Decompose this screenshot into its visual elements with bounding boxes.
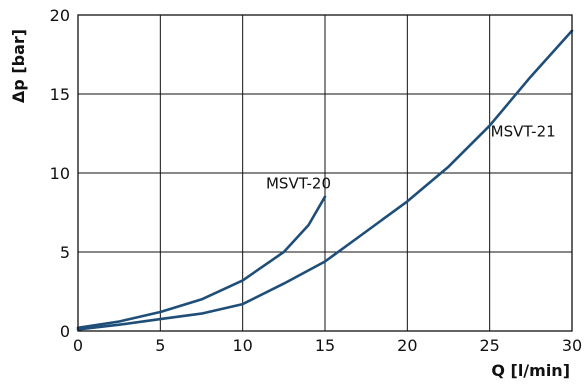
y-tick-label: 15 bbox=[50, 85, 70, 104]
y-tick-label: 5 bbox=[60, 243, 70, 262]
x-tick-label: 15 bbox=[315, 336, 335, 355]
series-line bbox=[76, 195, 327, 330]
x-tick-labels: 0 5 10 15 20 25 30 bbox=[73, 336, 582, 355]
x-tick-label: 0 bbox=[73, 336, 83, 355]
series-lines bbox=[76, 29, 574, 331]
y-tick-label: 20 bbox=[50, 6, 70, 25]
y-tick-label: 0 bbox=[60, 322, 70, 341]
y-tick-labels: 0 5 10 15 20 bbox=[50, 6, 70, 341]
plot-frame bbox=[77, 14, 573, 332]
y-tick-label: 10 bbox=[50, 164, 70, 183]
x-tick-label: 10 bbox=[232, 336, 252, 355]
x-tick-label: 5 bbox=[155, 336, 165, 355]
series-label: MSVT-21 bbox=[491, 123, 556, 141]
series-label: MSVT-20 bbox=[266, 175, 331, 193]
series-labels: MSVT-20 MSVT-21 bbox=[266, 123, 556, 193]
x-axis-title: Q [l/min] bbox=[491, 361, 570, 380]
y-axis-title: Δp [bar] bbox=[9, 29, 28, 103]
grid-lines bbox=[78, 15, 572, 331]
x-tick-label: 20 bbox=[397, 336, 417, 355]
x-tick-label: 25 bbox=[479, 336, 499, 355]
x-tick-label: 30 bbox=[562, 336, 582, 355]
series-line bbox=[76, 29, 574, 331]
